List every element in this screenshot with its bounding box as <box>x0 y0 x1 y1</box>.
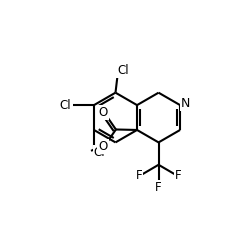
Text: F: F <box>155 181 162 194</box>
Text: Cl: Cl <box>60 98 72 112</box>
Text: O: O <box>98 140 108 153</box>
Text: F: F <box>175 169 182 182</box>
Text: Cl: Cl <box>117 64 129 76</box>
Text: F: F <box>136 169 142 182</box>
Text: N: N <box>181 97 190 110</box>
Text: Cl: Cl <box>94 146 105 159</box>
Text: O: O <box>99 106 108 118</box>
